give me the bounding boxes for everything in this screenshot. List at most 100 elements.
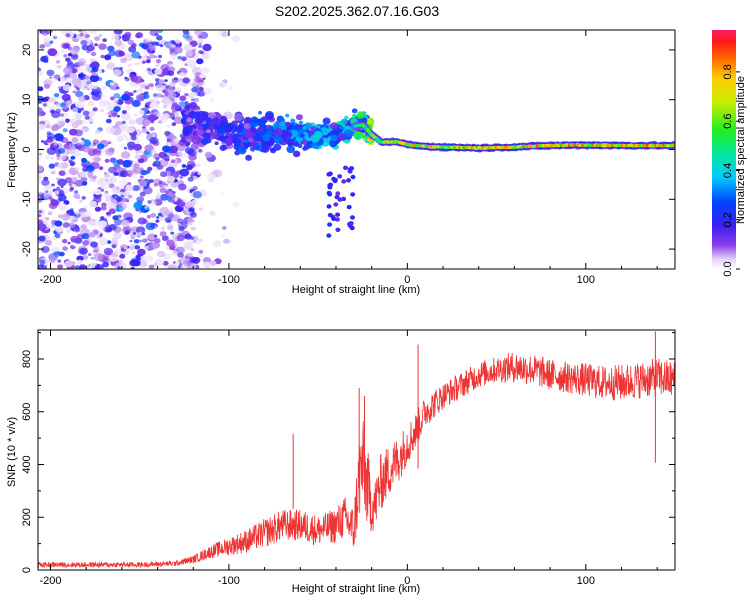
spectrogram-noise-cell [198, 86, 204, 91]
spectrogram-noise-cell [137, 60, 143, 65]
spectrogram-noise-cell [187, 252, 193, 258]
spectrogram-noise-cell [62, 222, 70, 228]
spectrogram-noise-cell [97, 152, 102, 156]
spectrogram-noise-cell [61, 213, 71, 221]
spectrogram-cell [327, 212, 333, 218]
spectrogram-noise-cell [96, 143, 105, 150]
spectrogram-noise-cell [84, 33, 90, 39]
spectrogram-noise-cell [94, 264, 104, 269]
spectrogram-noise-cell [171, 250, 179, 257]
spectrogram-noise-cell [141, 43, 149, 50]
spectrogram-noise-cell [61, 93, 71, 101]
spectrogram-noise-cell [82, 240, 90, 246]
spectrogram-noise-cell [194, 76, 203, 84]
spectrogram-noise-cell [168, 192, 173, 196]
spectrogram-noise-cell [172, 56, 177, 60]
spectrogram-noise-cell [147, 84, 151, 87]
spectrogram-noise-cell [55, 224, 65, 233]
spectrogram-noise-cell [94, 206, 102, 212]
spectrogram-noise-cell [90, 241, 98, 248]
spectrogram-noise-cell [190, 248, 195, 252]
spectrogram-noise-cell [114, 99, 119, 104]
spectrogram-noise-cell [193, 259, 200, 265]
spectrogram-noise-cell [140, 255, 147, 261]
spectrogram-noise-cell [56, 64, 62, 69]
spectrogram-cell [256, 118, 266, 127]
spectrogram-noise-cell [186, 51, 194, 57]
spectrogram-noise-cell [135, 94, 145, 102]
spectrogram-noise-cell [48, 163, 56, 169]
spectrogram-noise-cell [173, 46, 183, 54]
spectrogram-noise-cell [129, 239, 133, 243]
spectrogram-noise-cell [61, 238, 68, 244]
spectrogram-cell [218, 134, 226, 141]
spectrogram-noise-cell [81, 137, 85, 141]
spectrogram-noise-cell [60, 185, 64, 188]
spectrogram-noise-cell [109, 82, 115, 86]
spectrogram-noise-cell [113, 30, 123, 35]
spectrogram-cell [326, 204, 332, 209]
snr-y-tick-label: 200 [21, 508, 33, 526]
spectrogram-cell [322, 117, 331, 125]
spectrogram-noise-cell [70, 54, 79, 61]
snr-line [38, 352, 675, 569]
spectrogram-noise-cell [40, 264, 44, 268]
snr-x-tick-label: 100 [577, 575, 595, 587]
spectrogram-noise-cell [53, 251, 61, 257]
spectrogram-noise-cell [187, 217, 194, 223]
spectrogram-noise-cell [210, 98, 215, 102]
spectrogram-noise-cell [178, 101, 187, 107]
spectrogram-noise-cell [185, 164, 193, 171]
spectrogram-noise-cell [141, 60, 146, 64]
spectrogram-noise-cell [133, 239, 140, 244]
spectrogram-cell [214, 141, 219, 146]
spectrogram-noise-cell [78, 96, 87, 103]
spectrogram-noise-cell [111, 34, 120, 41]
spectrogram-noise-cell [179, 72, 185, 77]
spectrogram-noise-cell [68, 53, 73, 57]
spectrogram-noise-cell [116, 115, 120, 118]
spectrogram-noise-cell [147, 114, 157, 122]
spectrogram-cell [220, 115, 228, 122]
spectrogram-noise-cell [124, 230, 130, 235]
spectrogram-noise-cell [50, 124, 59, 132]
spectrogram-noise-cell [133, 202, 142, 210]
spectrogram-noise-cell [74, 265, 80, 269]
spectrogram-noise-cell [190, 226, 196, 231]
spectrogram-noise-cell [209, 210, 216, 216]
spectrogram-cell [285, 113, 290, 118]
spectrogram-noise-cell [80, 224, 87, 230]
spectrogram-cell [333, 202, 339, 207]
spectrogram-noise-cell [170, 133, 174, 137]
spectrogram-noise-cell [185, 200, 195, 209]
spectrogram-noise-cell [82, 145, 91, 153]
spectrogram-noise-cell [42, 103, 48, 107]
spectrogram-noise-cell [90, 51, 97, 57]
spectrogram-noise-cell [100, 54, 105, 59]
spectrogram-noise-cell [202, 43, 212, 52]
spectrogram-noise-cell [112, 69, 122, 77]
spectrogram-cell [346, 178, 351, 183]
spectrogram-noise-cell [192, 191, 202, 199]
spectrogram-cell [242, 140, 251, 148]
spectrogram-noise-cell [77, 109, 82, 113]
spectrogram-noise-cell [133, 75, 143, 84]
spectrogram-noise-cell [54, 220, 63, 227]
spectrogram-noise-cell [120, 151, 131, 159]
spectrogram-noise-cell [38, 86, 44, 92]
spectrogram-noise-cell [141, 232, 146, 236]
spectrogram-noise-cell [154, 32, 159, 37]
spectrogram-noise-cell [138, 150, 144, 155]
spectrogram-noise-cell [82, 110, 90, 116]
spectrogram-noise-cell [151, 199, 155, 202]
spectrogram-noise-cell [79, 199, 83, 203]
spectrogram-noise-cell [38, 71, 43, 76]
spectrogram-cell [329, 122, 339, 130]
spectrogram-noise-cell [196, 241, 200, 245]
spectrogram-noise-cell [72, 243, 76, 247]
spectrogram-noise-cell [93, 89, 100, 95]
spectrogram-cell [349, 225, 355, 231]
spectrogram-noise-cell [41, 97, 49, 103]
spectrogram-noise-cell [45, 190, 49, 194]
spectrogram-y-tick-label: 20 [21, 44, 33, 56]
